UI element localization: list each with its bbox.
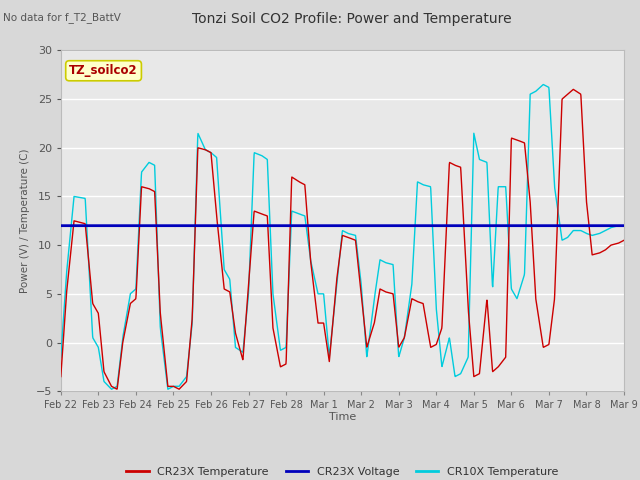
Legend: CR23X Temperature, CR23X Voltage, CR10X Temperature: CR23X Temperature, CR23X Voltage, CR10X …	[122, 462, 563, 480]
Text: TZ_soilco2: TZ_soilco2	[69, 64, 138, 77]
Text: Tonzi Soil CO2 Profile: Power and Temperature: Tonzi Soil CO2 Profile: Power and Temper…	[192, 12, 512, 26]
Text: No data for f_T2_BattV: No data for f_T2_BattV	[3, 12, 121, 23]
X-axis label: Time: Time	[329, 412, 356, 421]
Y-axis label: Power (V) / Temperature (C): Power (V) / Temperature (C)	[20, 148, 30, 293]
